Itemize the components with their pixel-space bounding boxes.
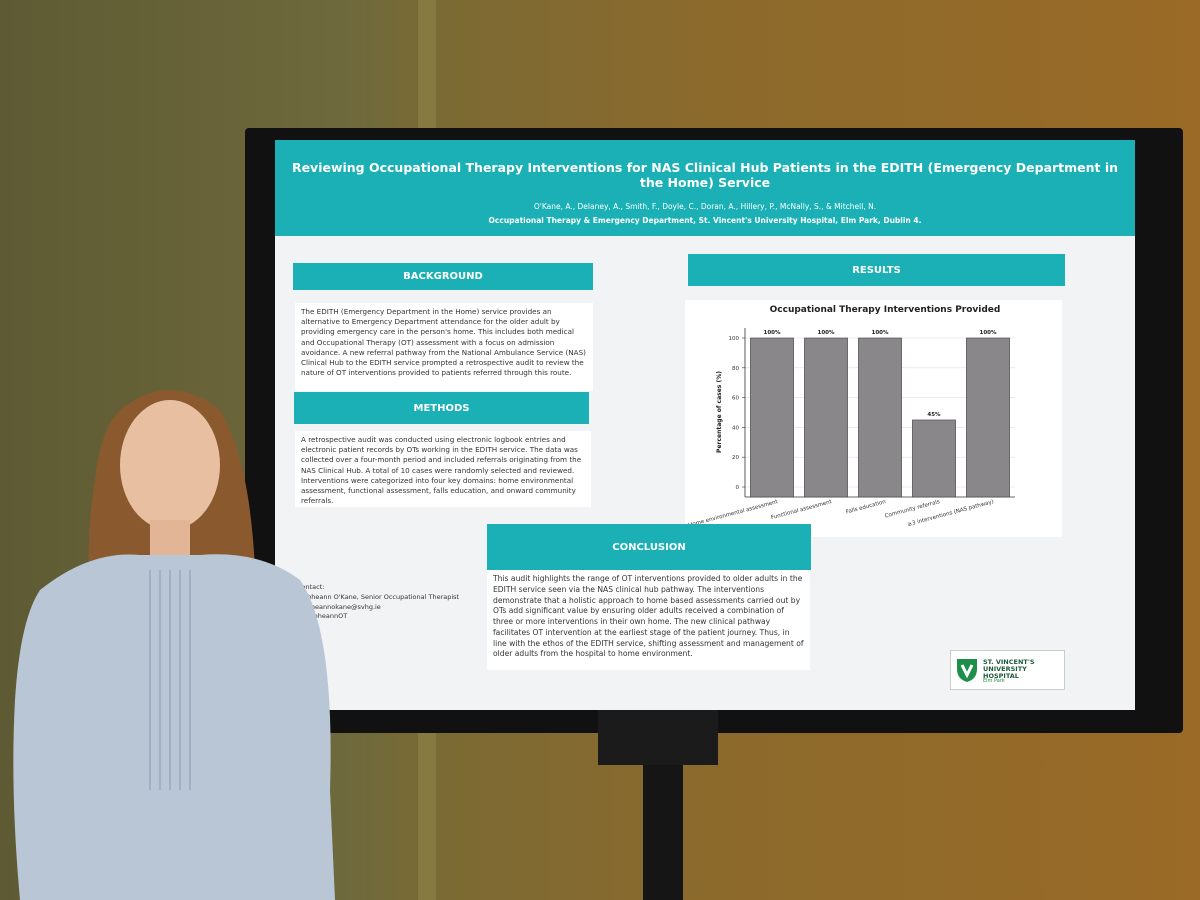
- value-label: 100%: [980, 330, 997, 336]
- stand-pole: [643, 765, 683, 900]
- bar: [912, 419, 956, 498]
- section-text: A retrospective audit was conducted usin…: [295, 431, 591, 507]
- section-heading: CONCLUSION: [487, 524, 811, 570]
- y-axis-label: Percentage of cases (%): [716, 371, 723, 453]
- y-tick-label: 80: [732, 366, 739, 372]
- x-tick-label: Falls education: [845, 499, 887, 516]
- contact: Contact: Aoibheann O'Kane, Senior Occupa…: [297, 583, 459, 622]
- section-text: The EDITH (Emergency Department in the H…: [295, 303, 593, 391]
- poster: Reviewing Occupational Therapy Intervent…: [275, 140, 1135, 710]
- logo-shield: [957, 659, 977, 682]
- logo-sub: Elm Park: [983, 678, 1005, 684]
- contact-line: aoibheannokane@svhg.ie: [297, 602, 381, 611]
- logo-name: ST. VINCENT'S UNIVERSITY HOSPITAL: [983, 658, 1035, 681]
- bar: [858, 337, 902, 498]
- chart: Occupational Therapy Interventions Provi…: [685, 300, 1062, 537]
- y-tick-label: 60: [732, 396, 739, 402]
- section-heading: RESULTS: [688, 254, 1065, 286]
- value-label: 100%: [818, 330, 835, 336]
- person: [13, 390, 335, 900]
- affiliation: Occupational Therapy & Emergency Departm…: [488, 216, 922, 225]
- x-tick-label: Functional assessment: [770, 499, 833, 521]
- title-bar: Reviewing Occupational Therapy Intervent…: [275, 140, 1135, 236]
- value-label: 100%: [872, 330, 889, 336]
- poster-title: Reviewing Occupational Therapy Intervent…: [291, 160, 1119, 190]
- value-label: 45%: [927, 412, 941, 418]
- bar: [966, 337, 1010, 498]
- y-tick-label: 20: [732, 455, 739, 461]
- contact-line: @AoibheannOT: [297, 612, 348, 621]
- bar: [750, 337, 794, 498]
- y-tick-label: 40: [732, 425, 739, 431]
- y-tick-label: 0: [736, 485, 740, 491]
- value-label: 100%: [764, 330, 781, 336]
- contact-line: Contact:: [297, 583, 325, 591]
- authors: O'Kane, A., Delaney, A., Smith, F., Doyl…: [533, 202, 877, 211]
- section-heading: METHODS: [294, 392, 589, 424]
- hospital-logo: ST. VINCENT'S UNIVERSITY HOSPITAL Elm Pa…: [950, 650, 1065, 690]
- bar: [804, 337, 848, 498]
- section-heading: BACKGROUND: [293, 263, 593, 290]
- section-text: This audit highlights the range of OT in…: [487, 570, 810, 670]
- y-tick-label: 100: [729, 336, 740, 342]
- contact-line: Aoibheann O'Kane, Senior Occupational Th…: [297, 592, 460, 601]
- chart-title: Occupational Therapy Interventions Provi…: [770, 305, 1001, 315]
